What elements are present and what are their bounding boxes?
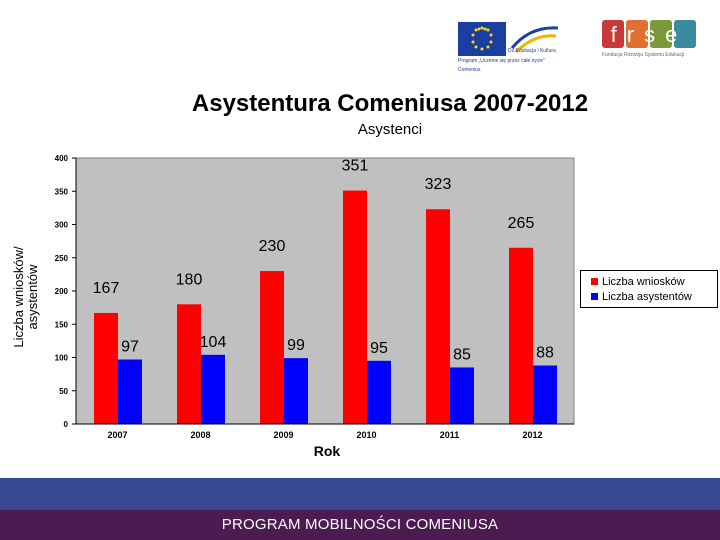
data-label-assistants-2009: 99 xyxy=(287,337,305,354)
y-tick-label: 100 xyxy=(55,354,69,363)
y-tick-label: 300 xyxy=(55,221,69,230)
bar-assistants-2012 xyxy=(533,365,557,424)
bar-assistants-2009 xyxy=(284,358,308,424)
eu-flag-icon xyxy=(458,22,506,56)
x-tick-label-2007: 2007 xyxy=(107,430,127,440)
data-label-applications-2008: 180 xyxy=(176,271,203,288)
bar-applications-2008 xyxy=(177,304,201,424)
data-label-applications-2007: 167 xyxy=(93,280,120,297)
x-tick-label-2009: 2009 xyxy=(273,430,293,440)
y-tick-label: 250 xyxy=(55,254,69,263)
eu-program-line-1: Dz.Edukacja i Kultura xyxy=(508,48,556,54)
x-tick-label-2010: 2010 xyxy=(356,430,376,440)
bar-applications-2010 xyxy=(343,190,367,424)
header-logos: Dz.Edukacja i Kultura Program „Uczenie s… xyxy=(450,18,710,80)
bar-applications-2007 xyxy=(94,312,118,424)
y-tick-label: 400 xyxy=(55,154,69,163)
eu-flag-logo xyxy=(458,22,559,61)
program-swoosh-icon xyxy=(510,26,559,54)
footer-text: PROGRAM MOBILNOŚCI COMENIUSA xyxy=(221,516,499,533)
chart-subtitle: Asystenci xyxy=(357,121,423,138)
frse-logo-text: frse xyxy=(611,22,688,47)
bar-applications-2009 xyxy=(260,271,284,424)
x-tick-label-2012: 2012 xyxy=(522,430,542,440)
data-label-assistants-2008: 104 xyxy=(200,334,227,351)
data-label-applications-2010: 351 xyxy=(342,158,369,175)
y-tick-label: 350 xyxy=(55,187,69,196)
bar-assistants-2008 xyxy=(201,354,225,424)
data-label-assistants-2011: 85 xyxy=(453,346,471,363)
x-axis-label: Rok xyxy=(313,443,341,459)
footer-band xyxy=(0,478,720,510)
legend-label-assistants: Liczba asystentów xyxy=(602,291,692,303)
y-tick-label: 50 xyxy=(59,387,68,396)
x-tick-label-2011: 2011 xyxy=(440,430,460,440)
bar-chart: 0 50 100 150 200 250 300 350 400 167 97 2007 180 104 2… xyxy=(55,154,575,440)
chart-legend: Liczba wniosków Liczba asystentów xyxy=(580,270,718,308)
bar-applications-2011 xyxy=(426,209,450,424)
bar-assistants-2007 xyxy=(118,359,142,424)
y-tick-label: 0 xyxy=(64,420,69,429)
data-label-applications-2011: 323 xyxy=(425,176,452,193)
chart-title: Asystentura Comeniusa 2007-2012 xyxy=(191,90,589,117)
eu-program-line-3: Comenius xyxy=(458,67,481,73)
data-label-assistants-2007: 97 xyxy=(121,338,139,355)
y-tick-label: 150 xyxy=(55,320,69,329)
plot-area xyxy=(75,157,575,425)
legend-swatch-assistants xyxy=(591,293,598,300)
y-axis-label-line-2: asystentów xyxy=(25,264,40,330)
footer: PROGRAM MOBILNOŚCI COMENIUSA xyxy=(0,510,720,540)
data-label-applications-2012: 265 xyxy=(508,215,535,232)
y-axis-label-line-1: Liczba wniosków/ xyxy=(11,246,26,348)
legend-label-applications: Liczba wniosków xyxy=(602,276,685,288)
legend-swatch-applications xyxy=(591,278,598,285)
data-label-assistants-2010: 95 xyxy=(370,340,388,357)
bar-assistants-2010 xyxy=(367,360,391,424)
frse-subtitle: Fundacja Rozwoju Systemu Edukacji xyxy=(602,52,685,58)
bar-assistants-2011 xyxy=(450,367,474,424)
data-label-applications-2009: 230 xyxy=(259,238,286,255)
eu-program-line-2: Program „Uczenie się przez całe życie” xyxy=(458,58,545,64)
x-tick-label-2008: 2008 xyxy=(190,430,210,440)
data-label-assistants-2012: 88 xyxy=(536,344,554,361)
bar-applications-2012 xyxy=(509,247,533,424)
frse-logo-icon: frse xyxy=(602,20,696,48)
frse-logo: frse xyxy=(602,20,700,55)
y-tick-label: 200 xyxy=(55,287,69,296)
